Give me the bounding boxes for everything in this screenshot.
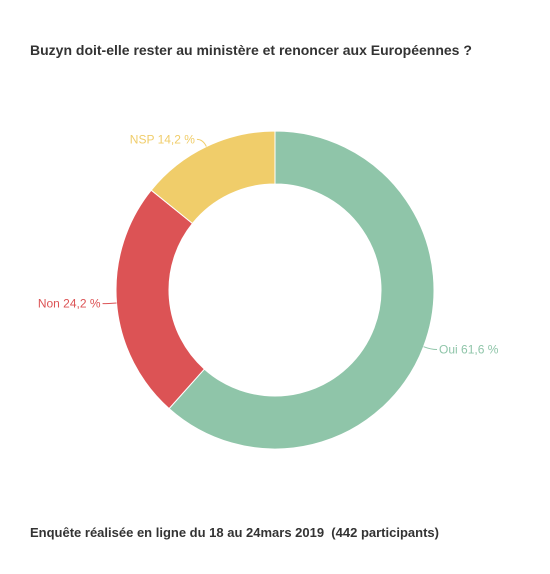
slice-non: [115, 189, 206, 410]
slices-group: [115, 130, 435, 450]
connector-oui: [423, 346, 438, 351]
slice-oui: [168, 130, 435, 450]
label-nsp: NSP 14,2 %: [130, 132, 195, 146]
connector-non: [102, 302, 117, 305]
footnote: Enquête réalisée en ligne du 18 au 24mar…: [30, 525, 439, 540]
connector-nsp: [196, 138, 207, 147]
labels-group: Oui 61,6 % Non 24,2 % NSP 14,2 %: [38, 132, 499, 356]
label-oui: Oui 61,6 %: [439, 343, 499, 357]
label-non: Non 24,2 %: [38, 297, 101, 311]
slice-nsp: [150, 130, 276, 225]
chart-title: Buzyn doit-elle rester au ministère et r…: [30, 42, 472, 58]
